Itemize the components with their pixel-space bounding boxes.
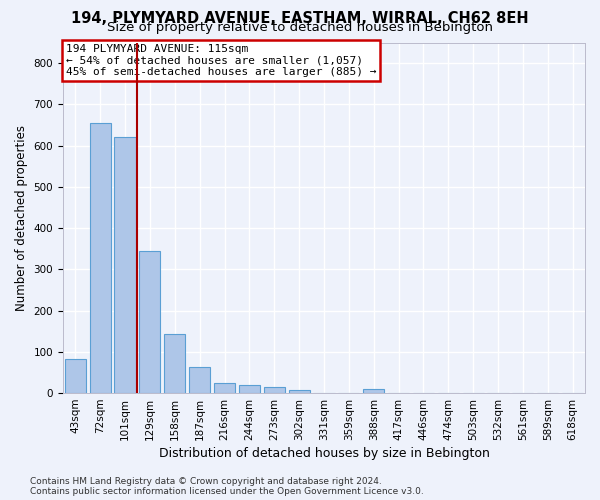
Bar bbox=[263, 388, 285, 393]
Bar bbox=[164, 334, 185, 393]
Bar bbox=[89, 123, 111, 393]
Text: 194 PLYMYARD AVENUE: 115sqm
← 54% of detached houses are smaller (1,057)
45% of : 194 PLYMYARD AVENUE: 115sqm ← 54% of det… bbox=[65, 44, 376, 78]
Bar bbox=[239, 385, 260, 393]
Y-axis label: Number of detached properties: Number of detached properties bbox=[15, 125, 28, 311]
Bar bbox=[214, 383, 235, 393]
Bar bbox=[115, 138, 136, 393]
Bar bbox=[65, 359, 86, 393]
Bar bbox=[139, 251, 160, 393]
Bar bbox=[189, 368, 210, 393]
Text: 194, PLYMYARD AVENUE, EASTHAM, WIRRAL, CH62 8EH: 194, PLYMYARD AVENUE, EASTHAM, WIRRAL, C… bbox=[71, 11, 529, 26]
Bar bbox=[289, 390, 310, 393]
Text: Contains HM Land Registry data © Crown copyright and database right 2024.
Contai: Contains HM Land Registry data © Crown c… bbox=[30, 476, 424, 496]
X-axis label: Distribution of detached houses by size in Bebington: Distribution of detached houses by size … bbox=[158, 447, 490, 460]
Text: Size of property relative to detached houses in Bebington: Size of property relative to detached ho… bbox=[107, 21, 493, 34]
Bar bbox=[363, 388, 384, 393]
